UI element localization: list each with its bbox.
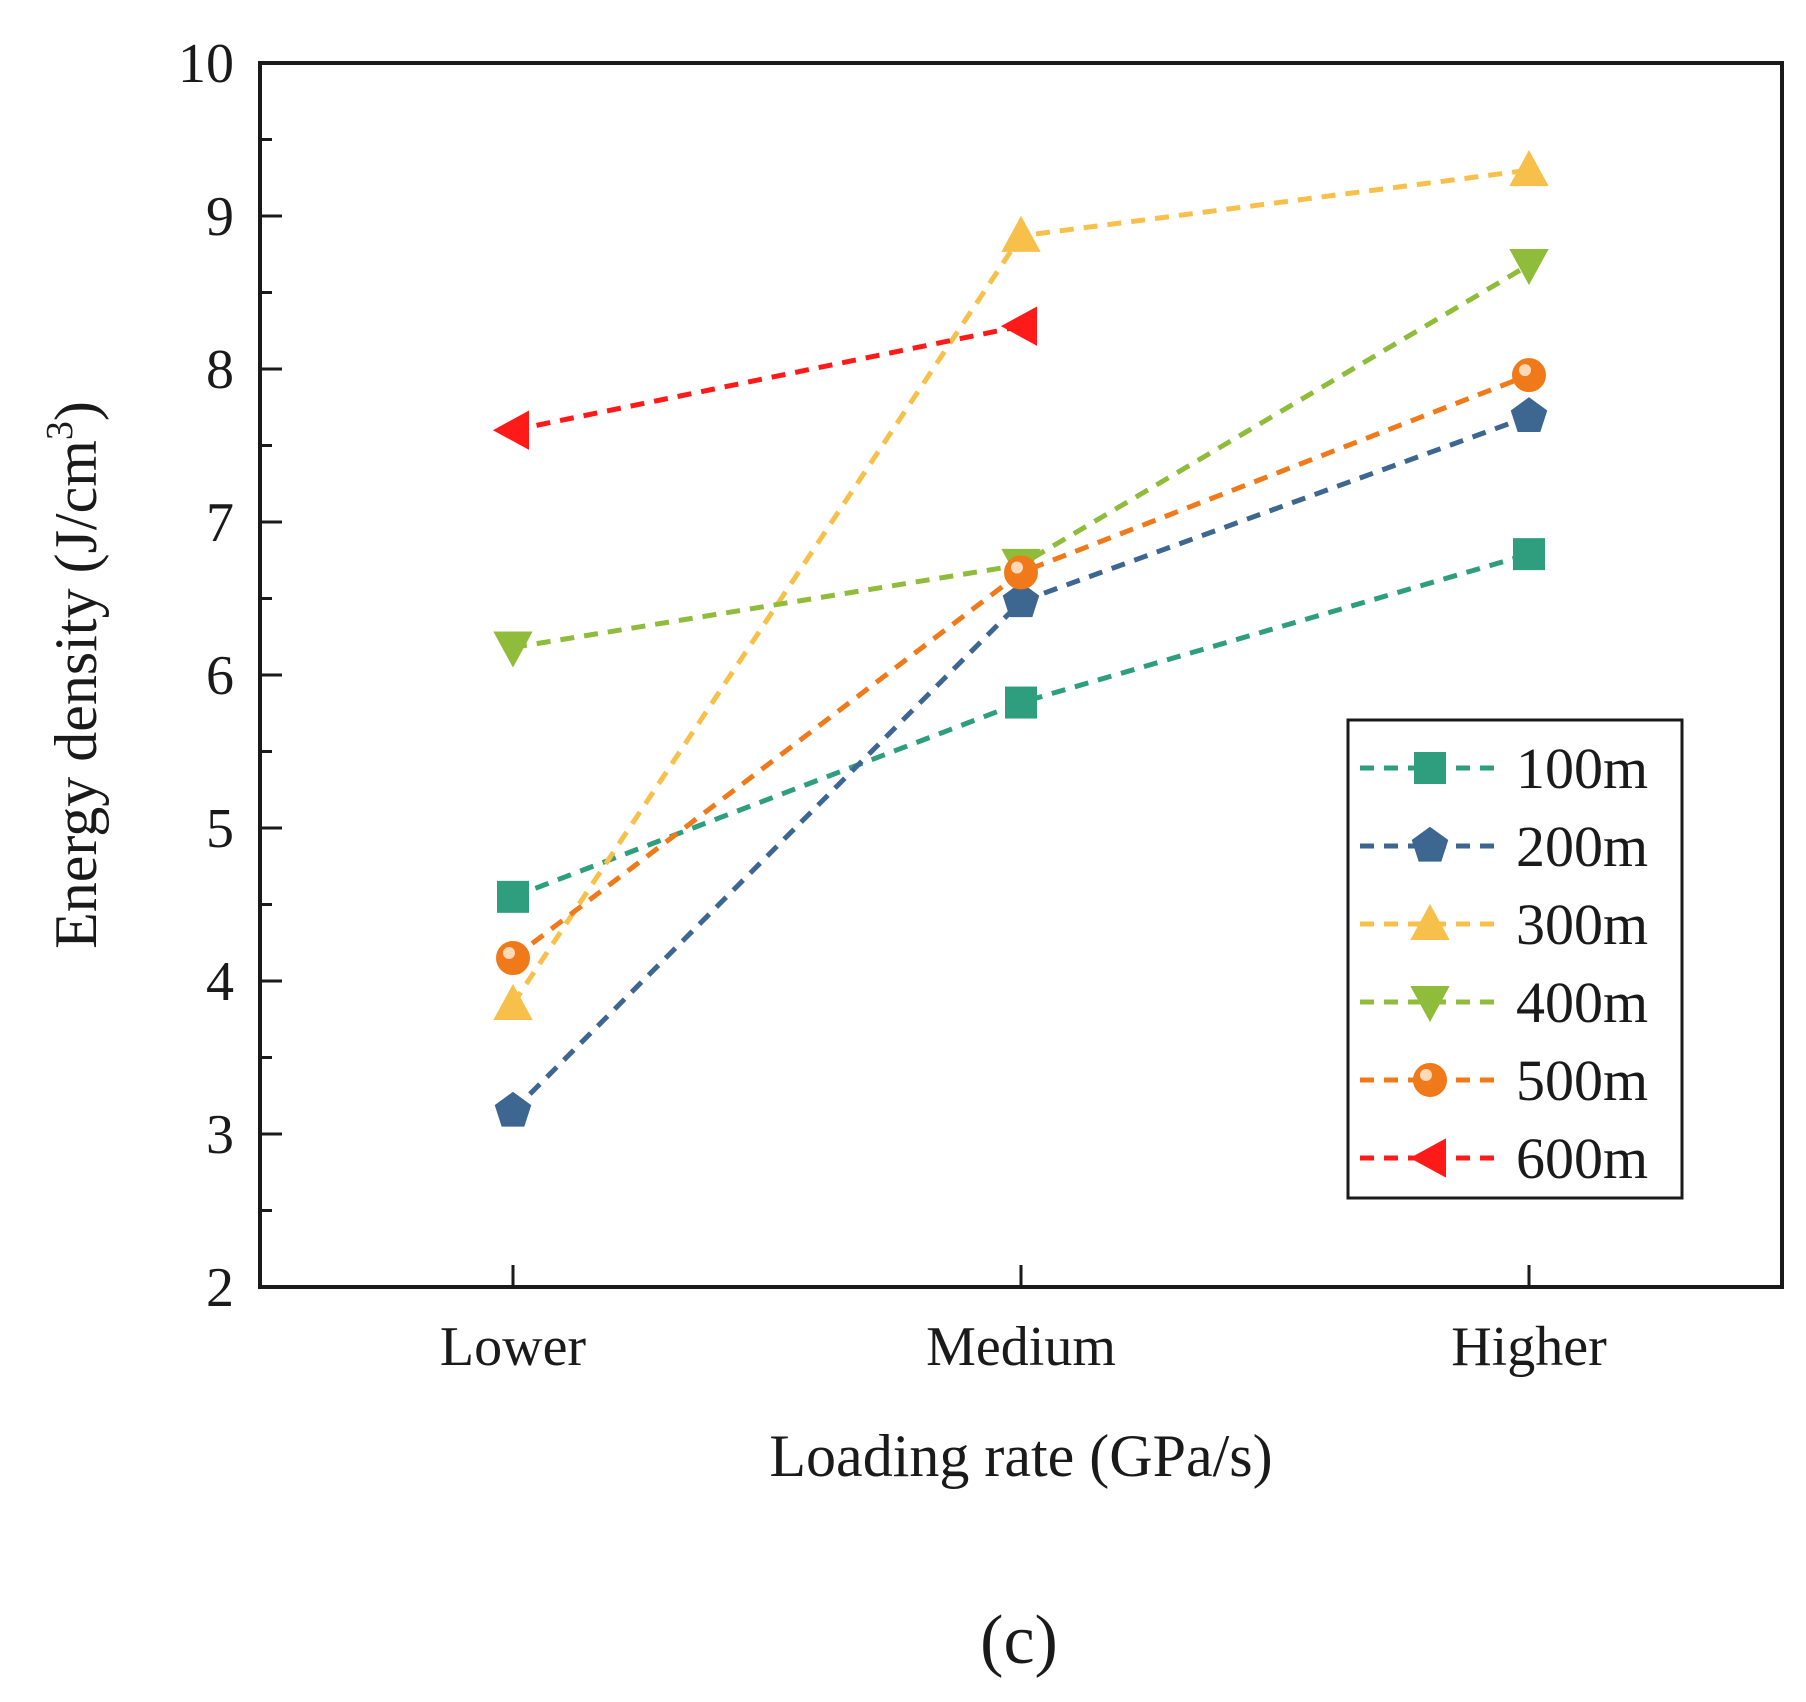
y-tick-label: 8: [206, 339, 234, 401]
legend-item-400m: 400m: [1360, 970, 1648, 1035]
legend-label: 100m: [1516, 736, 1648, 801]
plot-frame: [258, 61, 1784, 1289]
legend-marker: [1413, 1063, 1447, 1097]
data-point-500m-highlight: [503, 947, 515, 960]
data-point-600m: [1000, 306, 1037, 346]
legend-item-300m: 300m: [1360, 892, 1648, 957]
series-line-100m: [512, 551, 1530, 900]
series-line-600m: [512, 323, 1022, 433]
legend-marker: [1414, 752, 1446, 784]
y-axis-title-close: ): [43, 401, 109, 421]
legend-label: 200m: [1516, 814, 1648, 879]
x-tick-label: Lower: [440, 1316, 587, 1378]
x-tick-label: Medium: [926, 1316, 1116, 1378]
series-500m: [496, 358, 1546, 976]
data-point-500m-highlight: [1011, 561, 1023, 574]
y-axis-title: Energy density (J/cm3): [39, 401, 109, 949]
data-point-400m: [493, 631, 533, 668]
data-point-300m: [1001, 215, 1041, 252]
x-tick-label: Higher: [1451, 1316, 1607, 1378]
legend-label: 600m: [1516, 1126, 1648, 1191]
x-tick-labels: Lower Medium Higher: [440, 1316, 1607, 1378]
series-600m: [492, 306, 1037, 450]
data-point-400m: [1509, 248, 1549, 286]
series-300m: [493, 150, 1549, 1020]
data-point-200m: [1002, 582, 1040, 618]
legend-item-600m: 600m: [1360, 1126, 1648, 1191]
y-tick-label: 3: [206, 1104, 234, 1166]
y-tick-label: 6: [206, 645, 234, 707]
legend-item-100m: 100m: [1360, 736, 1648, 801]
legend-marker: [1410, 986, 1450, 1023]
data-point-600m: [492, 410, 529, 450]
legend-box: [1346, 718, 1684, 1200]
legend-label: 400m: [1516, 970, 1648, 1035]
data-point-100m: [497, 880, 529, 913]
data-point-500m-highlight: [1519, 364, 1531, 377]
legend-label: 500m: [1516, 1048, 1648, 1113]
panel-label: (c): [980, 1602, 1058, 1679]
y-tick-label: 9: [206, 186, 234, 248]
y-tick-label: 4: [206, 951, 234, 1013]
legend-marker-highlight: [1420, 1069, 1432, 1081]
legend-marker: [1410, 903, 1450, 940]
y-tick-label: 2: [206, 1257, 234, 1319]
y-axis-title-superscript: 3: [39, 421, 81, 440]
data-point-200m: [494, 1091, 532, 1127]
data-point-500m: [1004, 555, 1038, 590]
y-axis-title-main: Energy density (J/cm: [43, 440, 109, 949]
data-point-200m: [1510, 397, 1548, 432]
y-tick-label: 10: [178, 33, 234, 95]
legend-item-500m: 500m: [1360, 1048, 1648, 1113]
series-200m: [494, 397, 1548, 1127]
legend-item-200m: 200m: [1360, 814, 1648, 879]
legend-marker: [1411, 826, 1449, 862]
y-tick-labels: 2 3 4 5 6 7 8 9 10: [178, 33, 234, 1319]
series-100m: [497, 538, 1545, 913]
legend: 100m 200m 300m 400m 500m 600m: [1346, 718, 1684, 1200]
data-point-100m: [1005, 686, 1037, 719]
data-point-300m: [1509, 150, 1549, 187]
data-point-500m: [496, 941, 530, 976]
series-layer: [492, 150, 1549, 1127]
data-point-100m: [1513, 538, 1545, 571]
data-point-500m: [1512, 358, 1546, 393]
x-axis-title: Loading rate (GPa/s): [769, 1423, 1272, 1489]
legend-label: 300m: [1516, 892, 1648, 957]
y-tick-label: 7: [206, 492, 234, 554]
y-tick-label: 5: [206, 798, 234, 860]
legend-marker: [1409, 1138, 1446, 1178]
data-point-300m: [493, 983, 533, 1020]
tick-marks: [260, 61, 1531, 1289]
